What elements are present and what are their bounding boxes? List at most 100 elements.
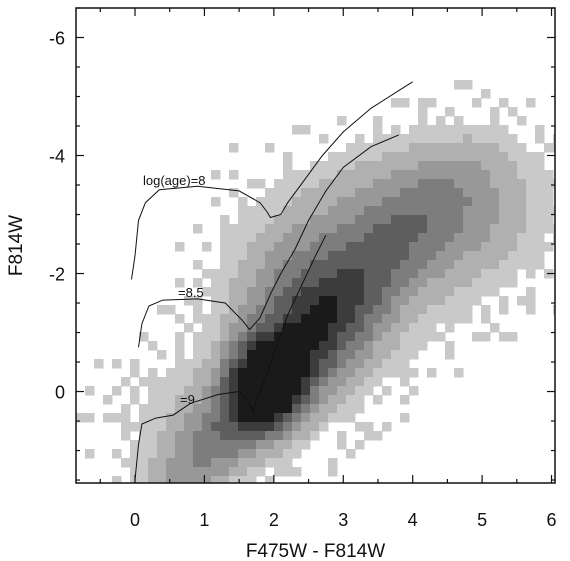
density-cell bbox=[490, 242, 500, 252]
density-cell bbox=[400, 188, 410, 198]
density-cell bbox=[427, 368, 437, 378]
density-cell bbox=[445, 152, 455, 162]
density-cell bbox=[319, 305, 329, 315]
density-cell bbox=[148, 368, 158, 378]
density-cell bbox=[238, 215, 248, 225]
density-cell bbox=[202, 314, 212, 324]
density-cell bbox=[445, 269, 455, 279]
density-cell bbox=[445, 287, 455, 297]
density-cell bbox=[211, 197, 221, 207]
density-cell bbox=[463, 161, 473, 171]
density-cell bbox=[391, 143, 401, 153]
density-cell bbox=[211, 287, 221, 297]
density-cell bbox=[346, 188, 356, 198]
density-cell bbox=[220, 413, 230, 423]
density-cell bbox=[355, 368, 365, 378]
density-cell bbox=[310, 377, 320, 387]
density-cell bbox=[472, 287, 482, 297]
density-cell bbox=[544, 179, 554, 189]
density-cell bbox=[535, 170, 545, 180]
density-cell bbox=[553, 143, 555, 153]
density-cell bbox=[427, 287, 437, 297]
density-cell bbox=[454, 368, 464, 378]
density-cell bbox=[121, 431, 131, 441]
density-cell bbox=[319, 314, 329, 324]
density-cell bbox=[490, 143, 500, 153]
density-cell bbox=[409, 188, 419, 198]
density-cell bbox=[364, 224, 374, 234]
density-cell bbox=[355, 323, 365, 333]
density-cell bbox=[382, 323, 392, 333]
density-cell bbox=[193, 368, 203, 378]
density-cell bbox=[490, 215, 500, 225]
density-cell bbox=[373, 251, 383, 261]
density-cell bbox=[364, 368, 374, 378]
density-cell bbox=[445, 323, 455, 333]
density-cell bbox=[319, 161, 329, 171]
density-cell bbox=[337, 188, 347, 198]
density-cell bbox=[274, 179, 284, 189]
density-cell bbox=[391, 269, 401, 279]
density-cell bbox=[292, 188, 302, 198]
density-cell bbox=[265, 458, 275, 468]
density-cell bbox=[319, 170, 329, 180]
density-cell bbox=[319, 188, 329, 198]
density-cell bbox=[229, 350, 239, 360]
density-cell bbox=[382, 251, 392, 261]
density-cell bbox=[346, 305, 356, 315]
density-cell bbox=[319, 134, 329, 144]
density-cell bbox=[211, 440, 221, 450]
density-cell bbox=[283, 179, 293, 189]
density-cell bbox=[346, 233, 356, 243]
density-cell bbox=[418, 107, 428, 117]
density-cell bbox=[193, 260, 203, 270]
density-cell bbox=[391, 125, 401, 135]
density-cell bbox=[193, 431, 203, 441]
density-cell bbox=[256, 395, 266, 405]
density-cell bbox=[256, 332, 266, 342]
density-cell bbox=[247, 341, 257, 351]
density-cell bbox=[220, 323, 230, 333]
density-cell bbox=[337, 377, 347, 387]
density-cell bbox=[193, 350, 203, 360]
density-cell bbox=[364, 314, 374, 324]
density-cell bbox=[472, 224, 482, 234]
density-cell bbox=[337, 332, 347, 342]
density-cell bbox=[346, 377, 356, 387]
density-cell bbox=[463, 233, 473, 243]
density-cell bbox=[355, 386, 365, 396]
density-cell bbox=[247, 377, 257, 387]
density-cell bbox=[274, 323, 284, 333]
density-cell bbox=[301, 224, 311, 234]
density-cell bbox=[391, 179, 401, 189]
density-cell bbox=[364, 188, 374, 198]
density-cell bbox=[274, 206, 284, 216]
density-cell bbox=[139, 476, 149, 483]
density-cell bbox=[193, 440, 203, 450]
axis-ticks: 0 1 2 3 4 5 6 -6 -4 -2 0 bbox=[49, 7, 557, 530]
density-cell bbox=[328, 287, 338, 297]
density-cell bbox=[310, 368, 320, 378]
density-cell bbox=[373, 170, 383, 180]
density-cell bbox=[310, 323, 320, 333]
density-cell bbox=[238, 296, 248, 306]
density-cell bbox=[382, 215, 392, 225]
density-cell bbox=[238, 359, 248, 369]
density-cell bbox=[355, 197, 365, 207]
density-cell bbox=[292, 440, 302, 450]
density-cell bbox=[355, 341, 365, 351]
density-cell bbox=[211, 269, 221, 279]
density-cell bbox=[148, 422, 158, 432]
density-cell bbox=[463, 260, 473, 270]
density-cell bbox=[373, 179, 383, 189]
density-cell bbox=[454, 251, 464, 261]
density-cell bbox=[319, 368, 329, 378]
density-cell bbox=[346, 251, 356, 261]
density-cell bbox=[418, 242, 428, 252]
density-cell bbox=[346, 395, 356, 405]
density-cell bbox=[220, 431, 230, 441]
density-cell bbox=[355, 440, 365, 450]
density-cell bbox=[130, 449, 140, 459]
density-cell bbox=[202, 467, 212, 477]
density-cell bbox=[400, 359, 410, 369]
